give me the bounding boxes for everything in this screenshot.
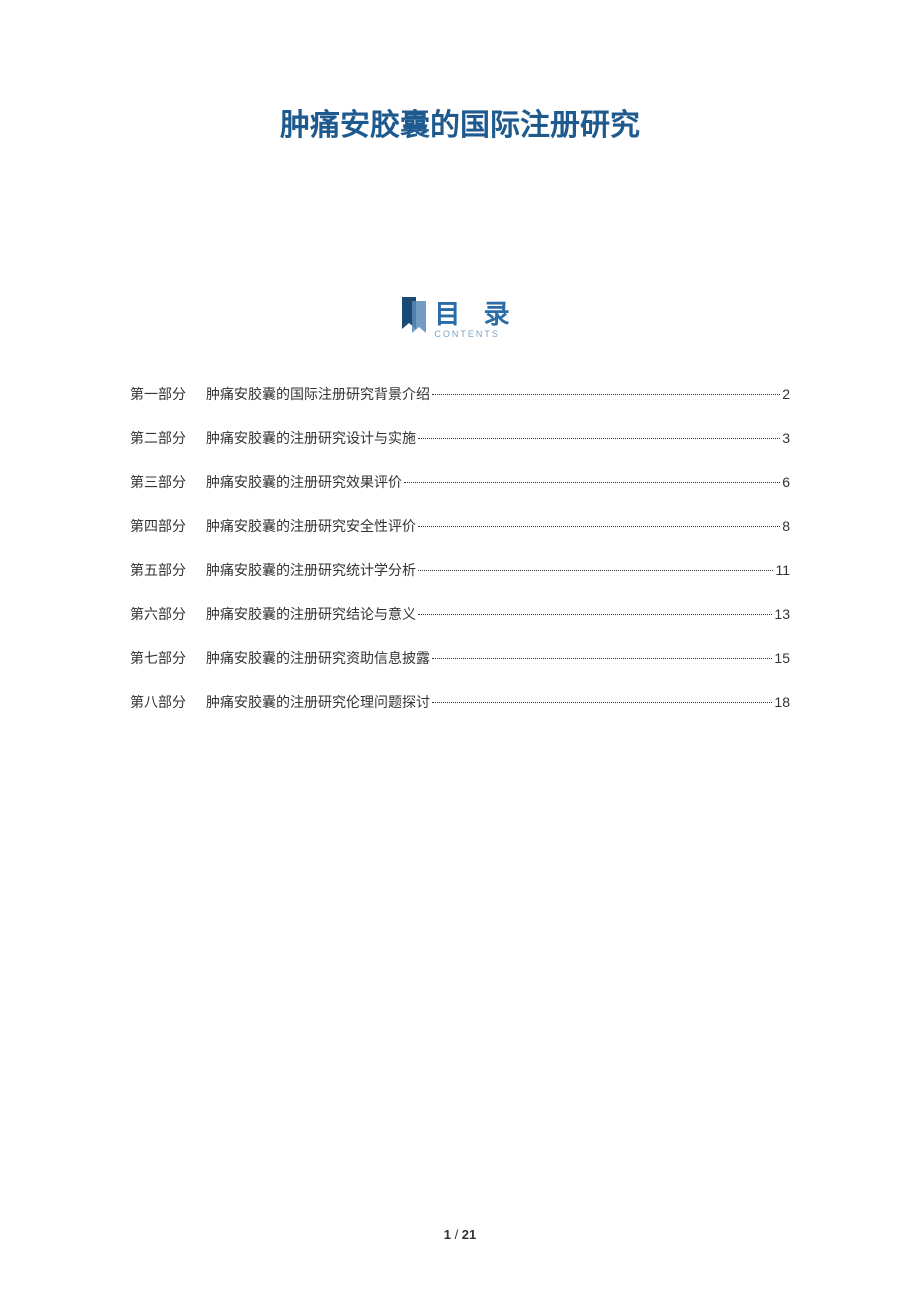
toc-entry: 第一部分 肿痛安胶囊的国际注册研究背景介绍 2	[130, 384, 790, 404]
toc-entry: 第二部分 肿痛安胶囊的注册研究设计与实施 3	[130, 428, 790, 448]
toc-leader-dots	[418, 526, 780, 527]
footer-total-pages: 21	[462, 1227, 476, 1242]
toc-page-number: 2	[782, 386, 790, 402]
toc-page-number: 13	[774, 606, 790, 622]
toc-entry: 第七部分 肿痛安胶囊的注册研究资助信息披露 15	[130, 648, 790, 668]
toc-entry: 第六部分 肿痛安胶囊的注册研究结论与意义 13	[130, 604, 790, 624]
toc-page-number: 11	[775, 562, 790, 578]
toc-page-number: 18	[774, 694, 790, 710]
toc-page-number: 15	[774, 650, 790, 666]
toc-bookmark-icon	[402, 297, 426, 337]
toc-entry-title: 肿痛安胶囊的注册研究统计学分析	[206, 560, 416, 580]
toc-leader-dots	[432, 658, 772, 659]
toc-title-group: 目 录 CONTENTS	[434, 294, 517, 339]
document-title: 肿痛安胶囊的国际注册研究	[120, 100, 800, 144]
toc-entry-title: 肿痛安胶囊的注册研究效果评价	[206, 472, 402, 492]
toc-entry-title: 肿痛安胶囊的注册研究资助信息披露	[206, 648, 430, 668]
footer-separator: /	[451, 1227, 462, 1242]
toc-leader-dots	[418, 438, 780, 439]
page-footer: 1 / 21	[0, 1227, 920, 1242]
toc-subtitle: CONTENTS	[434, 329, 500, 339]
toc-entry-title: 肿痛安胶囊的国际注册研究背景介绍	[206, 384, 430, 404]
toc-entry: 第五部分 肿痛安胶囊的注册研究统计学分析 11	[130, 560, 790, 580]
toc-entry: 第三部分 肿痛安胶囊的注册研究效果评价 6	[130, 472, 790, 492]
toc-leader-dots	[432, 702, 772, 703]
toc-page-number: 8	[782, 518, 790, 534]
toc-part-label: 第五部分	[130, 560, 186, 580]
toc-list: 第一部分 肿痛安胶囊的国际注册研究背景介绍 2 第二部分 肿痛安胶囊的注册研究设…	[120, 384, 800, 712]
toc-leader-dots	[418, 570, 773, 571]
toc-entry-title: 肿痛安胶囊的注册研究伦理问题探讨	[206, 692, 430, 712]
toc-part-label: 第四部分	[130, 516, 186, 536]
toc-part-label: 第三部分	[130, 472, 186, 492]
toc-entry-title: 肿痛安胶囊的注册研究设计与实施	[206, 428, 416, 448]
toc-entry-title: 肿痛安胶囊的注册研究安全性评价	[206, 516, 416, 536]
toc-title: 目 录	[434, 294, 517, 331]
toc-part-label: 第七部分	[130, 648, 186, 668]
toc-entry: 第四部分 肿痛安胶囊的注册研究安全性评价 8	[130, 516, 790, 536]
toc-leader-dots	[418, 614, 772, 615]
toc-page-number: 6	[782, 474, 790, 490]
toc-header: 目 录 CONTENTS	[120, 294, 800, 339]
toc-part-label: 第二部分	[130, 428, 186, 448]
toc-page-number: 3	[782, 430, 790, 446]
toc-part-label: 第八部分	[130, 692, 186, 712]
toc-entry-title: 肿痛安胶囊的注册研究结论与意义	[206, 604, 416, 624]
toc-part-label: 第六部分	[130, 604, 186, 624]
footer-current-page: 1	[444, 1227, 451, 1242]
toc-entry: 第八部分 肿痛安胶囊的注册研究伦理问题探讨 18	[130, 692, 790, 712]
toc-leader-dots	[432, 394, 780, 395]
toc-part-label: 第一部分	[130, 384, 186, 404]
toc-leader-dots	[404, 482, 780, 483]
